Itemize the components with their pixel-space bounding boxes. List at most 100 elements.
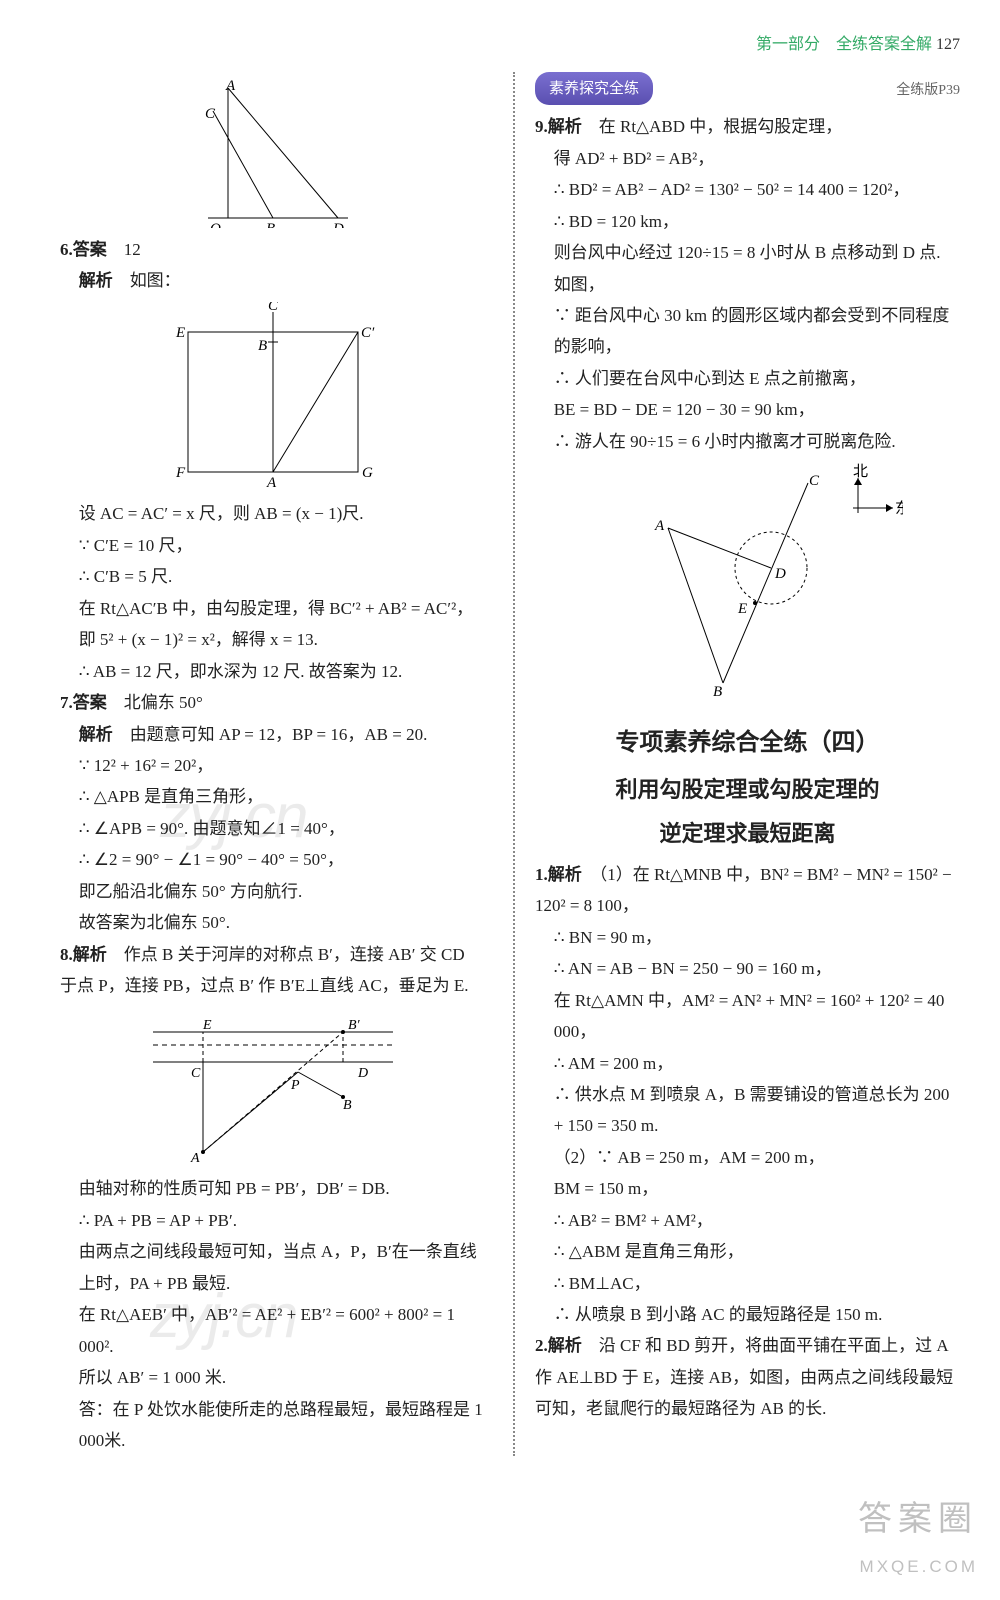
q7-label: 7.答案	[60, 693, 107, 712]
q7-l2: ∴ △APB 是直角三角形，	[60, 781, 485, 812]
q6-l5: 即 5² + (x − 1)² = x²，解得 x = 13.	[60, 624, 485, 655]
svg-text:D: D	[332, 221, 344, 228]
p2-label: 2.解析	[535, 1336, 582, 1355]
q6-label: 6.答案	[60, 240, 107, 259]
p1-l8: ∴ AB² = BM² + AM²，	[535, 1205, 960, 1236]
p1-l5: ∴ 供水点 M 到喷泉 A，B 需要铺设的管道总长为 200 + 150 = 3…	[535, 1079, 960, 1142]
q8-txt: 作点 B 关于河岸的对称点 B′，连接 AB′ 交 CD 于点 P，连接 PB，…	[60, 945, 469, 995]
q8-l5: 所以 AB′ = 1 000 米.	[60, 1362, 485, 1393]
svg-text:B: B	[258, 338, 267, 354]
q6-l1: 设 AC = AC′ = x 尺，则 AB = (x − 1)尺.	[60, 498, 485, 529]
q8-label: 8.解析	[60, 945, 107, 964]
q8-l2: ∴ PA + PB = AP + PB′.	[60, 1205, 485, 1236]
svg-text:A: A	[266, 475, 277, 491]
svg-text:B′: B′	[348, 1018, 361, 1033]
p1-l6: （2）∵ AB = 250 m，AM = 200 m，	[535, 1142, 960, 1173]
svg-text:B: B	[266, 221, 275, 228]
svg-text:D: D	[357, 1066, 368, 1081]
subtitle-a: 利用勾股定理或勾股定理的	[535, 770, 960, 811]
q7-l3: ∴ ∠APB = 90°. 由题意知∠1 = 40°，	[60, 813, 485, 844]
q8-l4: 在 Rt△AEB′ 中，AB′² = AE² + EB′² = 600² + 8…	[60, 1299, 485, 1362]
svg-text:C: C	[205, 106, 216, 122]
svg-text:北: 北	[853, 463, 868, 480]
two-column-layout: A C O B D 6.答案 12 解析 如图： E C′ F G	[60, 72, 960, 1457]
svg-text:E: E	[737, 601, 747, 617]
page: 第一部分 全练答案全解 127 A C O B D 6.答案 12 解析 如图	[0, 0, 1000, 1600]
svg-text:O: O	[210, 221, 221, 228]
q6-jx: 解析	[79, 271, 113, 290]
svg-text:C: C	[809, 473, 820, 489]
svg-text:C: C	[268, 302, 279, 314]
svg-text:C: C	[191, 1066, 201, 1081]
page-number: 127	[936, 36, 960, 53]
q9-l5: 如图，	[535, 269, 960, 300]
svg-text:A: A	[190, 1151, 200, 1166]
figure-q9: 北东 C B A D E	[535, 463, 960, 703]
typhoon-diagram: 北东 C B A D E	[593, 463, 903, 703]
q9-l3: ∴ BD = 120 km，	[535, 206, 960, 237]
page-ref: 全练版P39	[896, 78, 960, 104]
svg-text:B: B	[343, 1098, 352, 1113]
svg-text:F: F	[175, 465, 186, 481]
q7-jx: 解析	[79, 725, 113, 744]
q7-l6: 故答案为北偏东 50°.	[60, 907, 485, 938]
q9-l9: ∴ 游人在 90÷15 = 6 小时内撤离才可脱离危险.	[535, 426, 960, 457]
subtitle-b: 逆定理求最短距离	[535, 814, 960, 855]
p1-l7: BM = 150 m，	[535, 1173, 960, 1204]
right-column: 素养探究全练 全练版P39 9.解析 在 Rt△ABD 中，根据勾股定理， 得 …	[535, 72, 960, 1457]
q9-label: 9.解析	[535, 117, 582, 136]
p2-txt: 沿 CF 和 BD 剪开，将曲面平铺在平面上，过 A 作 AE⊥BD 于 E，连…	[535, 1336, 953, 1418]
q7-jxtxt: 由题意可知 AP = 12，BP = 16，AB = 20.	[130, 725, 428, 744]
page-header: 第一部分 全练答案全解 127	[60, 30, 960, 60]
p1-txt: （1）在 Rt△MNB 中，BN² = BM² − MN² = 150² − 1…	[535, 865, 952, 915]
svg-text:E: E	[175, 325, 185, 341]
figure-q5: A C O B D	[60, 78, 485, 228]
p1-l4: ∴ AM = 200 m，	[535, 1048, 960, 1079]
p1-l11: ∴ 从喷泉 B 到小路 AC 的最短路径是 150 m.	[535, 1299, 960, 1330]
stamp-url: MXQE.COM	[858, 1551, 978, 1582]
p1-l9: ∴ △ABM 是直角三角形，	[535, 1236, 960, 1267]
p1-l1: ∴ BN = 90 m，	[535, 922, 960, 953]
p1-l2: ∴ AN = AB − BN = 250 − 90 = 160 m，	[535, 953, 960, 984]
triangle-diagram: A C O B D	[188, 78, 358, 228]
q8-l3: 由两点之间线段最短可知，当点 A，P，B′在一条直线上时，PA + PB 最短.	[60, 1236, 485, 1299]
svg-text:E: E	[202, 1018, 212, 1033]
column-divider	[513, 72, 515, 1457]
q8-l1: 由轴对称的性质可知 PB = PB′，DB′ = DB.	[60, 1173, 485, 1204]
q7-l4: ∴ ∠2 = 90° − ∠1 = 90° − 40° = 50°，	[60, 844, 485, 875]
svg-text:C′: C′	[361, 325, 375, 341]
q9-txt: 在 Rt△ABD 中，根据勾股定理，	[599, 117, 843, 136]
q7-answer: 北偏东 50°	[124, 693, 203, 712]
svg-text:P: P	[290, 1078, 300, 1093]
p1-l3: 在 Rt△AMN 中，AM² = AN² + MN² = 160² + 120²…	[535, 985, 960, 1048]
q9-l6: ∵ 距台风中心 30 km 的圆形区域内都会受到不同程度的影响，	[535, 300, 960, 363]
figure-q6: E C′ F G C A B	[60, 302, 485, 492]
q7-l5: 即乙船沿北偏东 50° 方向航行.	[60, 876, 485, 907]
p1-l10: ∴ BM⊥AC，	[535, 1268, 960, 1299]
svg-text:东: 东	[895, 500, 903, 517]
svg-text:G: G	[362, 465, 373, 481]
reflection-diagram: E B′ C D P B A	[133, 1007, 413, 1167]
q9-l8: BE = BD − DE = 120 − 30 = 90 km，	[535, 394, 960, 425]
q9-l4: 则台风中心经过 120÷15 = 8 小时从 B 点移动到 D 点.	[535, 237, 960, 268]
q6-l4: 在 Rt△AC′B 中，由勾股定理，得 BC′² + AB² = AC′²，	[60, 593, 485, 624]
q7-l1: ∵ 12² + 16² = 20²，	[60, 750, 485, 781]
svg-text:D: D	[774, 566, 786, 582]
q6-l2: ∵ C′E = 10 尺，	[60, 530, 485, 561]
section-label: 第一部分 全练答案全解	[756, 36, 932, 53]
q6-l3: ∴ C′B = 5 尺.	[60, 561, 485, 592]
section-badge: 素养探究全练	[535, 72, 653, 106]
q8-l6: 答：在 P 处饮水能使所走的总路程最短，最短路程是 1 000米.	[60, 1394, 485, 1457]
svg-text:A: A	[225, 78, 236, 94]
section-title: 专项素养综合全练（四）	[535, 721, 960, 765]
stamp-title: 答案圈	[858, 1488, 978, 1551]
figure-q8: E B′ C D P B A	[60, 1007, 485, 1167]
corner-stamp: 答案圈 MXQE.COM	[858, 1488, 978, 1582]
svg-text:B: B	[713, 684, 722, 700]
left-column: A C O B D 6.答案 12 解析 如图： E C′ F G	[60, 72, 493, 1457]
q9-l7: ∴ 人们要在台风中心到达 E 点之前撤离，	[535, 363, 960, 394]
q6-answer: 12	[124, 240, 141, 259]
q9-l1: 得 AD² + BD² = AB²，	[535, 143, 960, 174]
q6-l6: ∴ AB = 12 尺，即水深为 12 尺. 故答案为 12.	[60, 656, 485, 687]
q6-jxtxt: 如图：	[130, 271, 181, 290]
